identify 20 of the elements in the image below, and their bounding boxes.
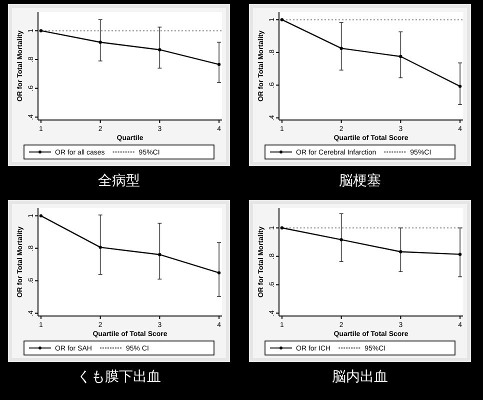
point: [98, 40, 102, 44]
point: [399, 250, 402, 254]
point: [158, 253, 162, 256]
point: [458, 252, 462, 256]
point: [217, 271, 221, 274]
point: [39, 214, 43, 218]
point: [340, 46, 343, 50]
point: [458, 84, 462, 88]
point: [340, 238, 343, 242]
point: [217, 62, 221, 66]
point: [280, 18, 284, 22]
point: [98, 246, 102, 249]
text: 脳梗塞: [339, 173, 381, 189]
point: [158, 48, 162, 52]
text: くも膜下出血: [77, 369, 161, 385]
point: [399, 54, 402, 58]
text: 脳内出血: [332, 369, 388, 385]
point: [39, 29, 43, 32]
point: [280, 226, 284, 230]
text: 全病型: [98, 173, 140, 189]
